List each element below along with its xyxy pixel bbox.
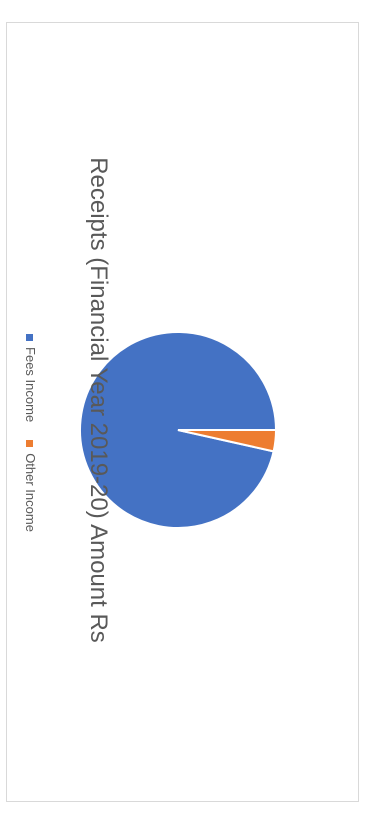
legend-swatch-other-income — [26, 440, 34, 448]
legend-item-other-income: Other Income — [20, 440, 40, 532]
chart-title: Receipts (Financial Year 2019-20) Amount… — [85, 157, 112, 643]
legend-item-fees-income: Fees Income — [20, 334, 40, 422]
pie-slice-other-income — [177, 429, 278, 453]
legend: Fees Income Other Income — [20, 283, 40, 583]
legend-swatch-fees-income — [26, 334, 34, 342]
legend-label-fees-income: Fees Income — [23, 347, 38, 423]
legend-label-other-income: Other Income — [23, 453, 38, 532]
